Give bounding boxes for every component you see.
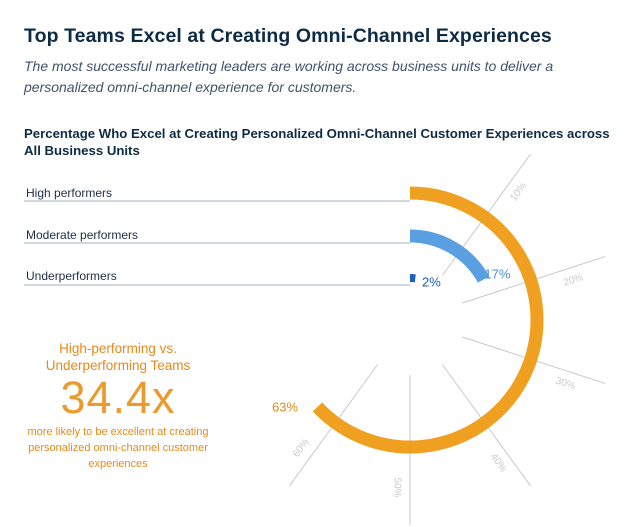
category-rows <box>24 200 410 286</box>
callout-note: more likely to be excellent at creating … <box>27 426 209 470</box>
radial-bars <box>312 186 544 454</box>
category-label-high: High performers <box>26 186 113 200</box>
tick-label-60: 60% <box>291 437 312 460</box>
value-label-under: 2% <box>422 274 441 289</box>
page-subtitle: The most successful marketing leaders ar… <box>24 58 554 95</box>
callout-heading: High-performing vs. Underperforming Team… <box>45 341 191 373</box>
bar-moderate <box>409 229 490 283</box>
bar-high <box>312 186 544 454</box>
tick-label-40: 40% <box>488 452 509 475</box>
value-labels: 63% 17% 2% <box>272 266 511 414</box>
callout-value: 34.4x <box>60 372 176 423</box>
value-label-moderate: 17% <box>484 266 510 281</box>
value-label-high: 63% <box>272 400 298 415</box>
tick-label-30: 30% <box>554 376 577 393</box>
tick-label-20: 20% <box>562 272 585 289</box>
category-label-under: Underperformers <box>26 269 117 283</box>
category-label-moderate: Moderate performers <box>26 228 139 242</box>
tick-label-10: 10% <box>508 181 529 204</box>
axis-ticks: 10% 20% 30% 40% 50% 60% <box>289 153 606 525</box>
chart-title: Percentage Who Excel at Creating Persona… <box>24 126 610 158</box>
page-title: Top Teams Excel at Creating Omni-Channel… <box>24 25 552 47</box>
tick-label-50: 50% <box>392 478 403 498</box>
